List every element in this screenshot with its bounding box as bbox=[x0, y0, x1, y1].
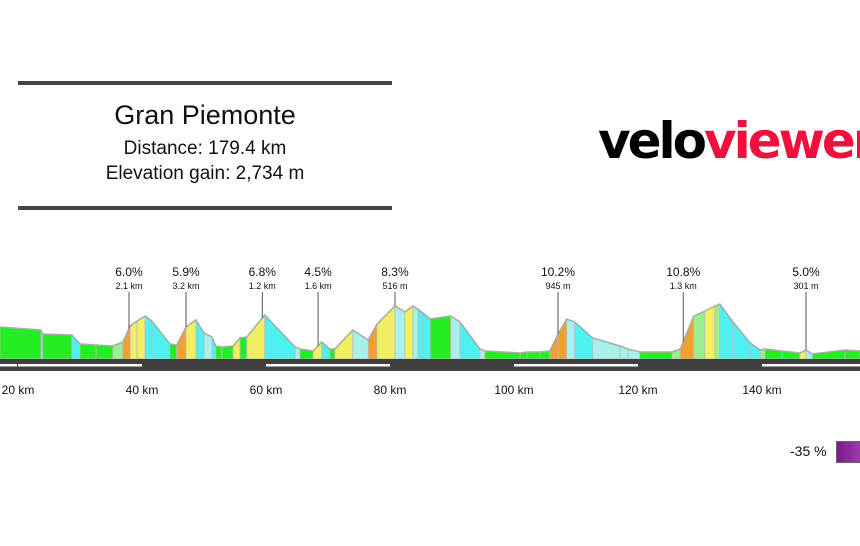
profile-segment bbox=[459, 320, 481, 360]
climb-length-label: 301 m bbox=[794, 281, 819, 291]
profile-segment bbox=[639, 351, 673, 360]
profile-segment bbox=[221, 345, 234, 360]
profile-segment bbox=[0, 326, 42, 360]
x-tick-label: 100 km bbox=[494, 383, 533, 397]
climb-length-label: 1.6 km bbox=[305, 281, 332, 291]
profile-segment bbox=[246, 313, 266, 360]
climb-gradient-label: 6.0% bbox=[115, 265, 143, 279]
profile-segment bbox=[714, 303, 721, 360]
profile-segment bbox=[526, 351, 541, 360]
climb-gradient-label: 4.5% bbox=[304, 265, 332, 279]
profile-segment bbox=[704, 305, 716, 360]
legend-label: -35 % bbox=[790, 443, 827, 459]
profile-segment bbox=[334, 328, 354, 360]
distance-bar-stripe bbox=[266, 364, 390, 367]
climb-length-label: 1.3 km bbox=[670, 281, 697, 291]
climb-gradient-label: 5.9% bbox=[172, 265, 200, 279]
header-top-rule bbox=[18, 81, 392, 85]
profile-segment bbox=[136, 315, 146, 360]
profile-segment bbox=[42, 333, 73, 360]
climb-gradient-label: 8.3% bbox=[381, 265, 409, 279]
x-tick-label: 140 km bbox=[742, 383, 781, 397]
profile-segment bbox=[122, 325, 131, 360]
profile-segment bbox=[169, 343, 178, 360]
race-title: Gran Piemonte bbox=[114, 100, 296, 130]
climb-gradient-label: 10.8% bbox=[666, 265, 700, 279]
climb-length-label: 516 m bbox=[382, 281, 407, 291]
profile-outline bbox=[0, 303, 860, 355]
climb-length-label: 3.2 km bbox=[173, 281, 200, 291]
elevation-profile-chart: 20 km 40 km 60 km 80 km 100 km 120 km 140 km 6.… bbox=[0, 265, 860, 397]
distance-bar-stripe bbox=[18, 364, 142, 367]
profile-segment bbox=[429, 315, 452, 360]
veloviewer-logo: veloviewer bbox=[598, 112, 860, 170]
profile-segment bbox=[566, 318, 576, 360]
x-tick-label: 60 km bbox=[250, 383, 283, 397]
profile-segment bbox=[450, 315, 461, 360]
profile-segment bbox=[574, 321, 594, 360]
x-tick-label: 40 km bbox=[126, 383, 159, 397]
climb-length-label: 2.1 km bbox=[115, 281, 142, 291]
climb-gradient-label: 10.2% bbox=[541, 265, 575, 279]
profile-segment bbox=[412, 305, 419, 360]
profile-segment bbox=[417, 308, 424, 360]
x-tick-label: 20 km bbox=[2, 383, 35, 397]
elevation-gain-text: Elevation gain: 2,734 m bbox=[105, 163, 305, 184]
distance-bar-stripe bbox=[0, 364, 17, 367]
distance-bar bbox=[0, 359, 860, 371]
distance-bar-stripe bbox=[762, 364, 860, 367]
profile-segment bbox=[404, 305, 414, 360]
x-tick-label: 120 km bbox=[618, 383, 657, 397]
climb-gradient-label: 5.0% bbox=[792, 265, 820, 279]
profile-segment bbox=[592, 337, 621, 360]
profile-segment bbox=[215, 345, 223, 360]
profile-segment bbox=[329, 348, 336, 360]
profile-segment bbox=[239, 336, 248, 360]
distance-bar-stripe bbox=[514, 364, 638, 367]
header-bottom-rule bbox=[18, 206, 392, 210]
profile-segment bbox=[557, 317, 568, 360]
profile-segment bbox=[144, 315, 153, 360]
climb-length-label: 1.2 km bbox=[249, 281, 276, 291]
profile-segment bbox=[422, 312, 431, 360]
distance-text: Distance: 179.4 km bbox=[123, 138, 287, 159]
profile-segment bbox=[394, 305, 406, 360]
climb-gradient-label: 6.8% bbox=[249, 265, 277, 279]
x-tick-label: 80 km bbox=[374, 383, 407, 397]
profile-segment bbox=[749, 342, 761, 360]
profile-segment bbox=[693, 310, 706, 360]
profile-segment bbox=[129, 320, 138, 360]
climb-length-label: 945 m bbox=[546, 281, 571, 291]
profile-segment bbox=[79, 343, 97, 360]
profile-segment bbox=[367, 323, 378, 360]
legend-swatch bbox=[836, 441, 860, 463]
profile-segment bbox=[264, 313, 296, 360]
profile-segment bbox=[95, 344, 114, 360]
